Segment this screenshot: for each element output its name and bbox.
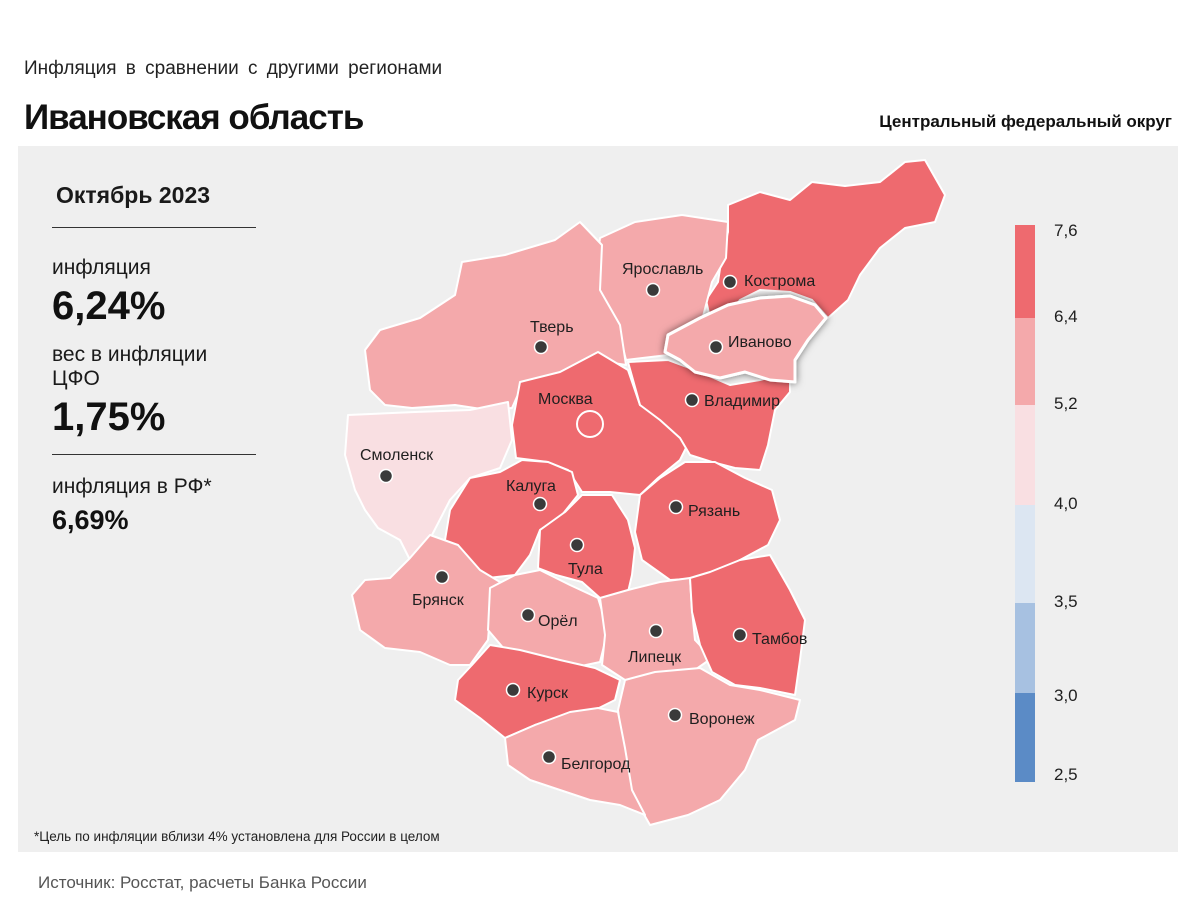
district-name: Центральный федеральный округ [879,112,1172,131]
inflation-label: инфляция [52,256,151,279]
city-label-moscow: Москва [538,391,593,408]
legend-swatch-0 [1015,225,1035,318]
city-label-bryansk: Брянск [412,592,465,609]
legend-swatch-2 [1015,405,1035,505]
city-marker-yaroslavl [645,282,661,298]
city-marker-orel [520,607,536,623]
region-vladimir [627,359,791,471]
weight-value: 1,75% [52,395,166,439]
chart-subtitle: Инфляция в сравнении с другими регионами [24,58,443,79]
period-label: Октябрь 2023 [52,182,256,228]
city-label-tula: Тула [568,561,603,578]
region-bryansk [351,534,506,666]
city-marker-ivanovo [708,339,724,355]
city-marker-bryansk [434,569,450,585]
rf-inflation-label: инфляция в РФ* [52,475,212,498]
city-label-kostroma: Кострома [744,273,815,290]
legend-swatch-3 [1015,505,1035,603]
footnote: *Цель по инфляции вблизи 4% установлена … [34,829,440,844]
city-label-yaroslavl: Ярославль [622,261,703,278]
city-marker-kostroma [722,274,738,290]
region-ivanovo [663,294,828,384]
city-marker-lipetsk [648,623,664,639]
city-marker-ryazan [668,499,684,515]
city-marker-tver [533,339,549,355]
city-marker-tula [569,537,585,553]
stats-panel: Октябрь 2023 инфляция 6,24% вес в инфляц… [52,182,256,536]
legend-swatch-1 [1015,318,1035,405]
legend-tick-label: 5,2 [1054,394,1078,413]
region-title: Ивановская область [24,98,364,137]
region-kostroma [705,159,946,319]
city-marker-voronezh [667,707,683,723]
legend-tick-label: 4,0 [1054,494,1078,513]
weight-label: вес в инфляции ЦФО [52,343,208,390]
legend-tick-label: 6,4 [1054,307,1078,326]
inflation-value: 6,24% [52,284,166,328]
city-marker-kaluga [532,496,548,512]
rf-inflation-value: 6,69% [52,505,129,535]
city-label-smolensk: Смоленск [360,447,434,464]
legend-tick-label: 3,0 [1054,686,1078,705]
source-note: Источник: Росстат, расчеты Банка России [38,873,367,892]
city-label-lipetsk: Липецк [628,649,682,666]
region-smolensk [344,401,513,561]
legend-tick-label: 7,6 [1054,221,1078,240]
city-label-kaluga: Калуга [506,478,556,495]
city-marker-tambov [732,627,748,643]
city-label-belgorod: Белгород [561,756,631,773]
city-label-tver: Тверь [530,319,574,336]
city-marker-kursk [505,682,521,698]
city-label-kursk: Курск [527,685,569,702]
legend-swatch-5 [1015,693,1035,782]
region-tambov [689,554,806,696]
city-marker-belgorod [541,749,557,765]
city-label-ryazan: Рязань [688,503,740,520]
city-marker-moscow [576,410,604,438]
city-label-vladimir: Владимир [704,393,780,410]
legend-tick-label: 2,5 [1054,765,1078,784]
region-tula [537,494,636,606]
region-ryazan [634,461,781,581]
city-label-orel: Орёл [538,613,578,630]
city-label-ivanovo: Иваново [728,334,792,351]
region-belgorod [504,707,646,816]
city-label-voronezh: Воронеж [689,711,755,728]
legend-tick-label: 3,5 [1054,592,1078,611]
legend-swatch-4 [1015,603,1035,693]
city-label-tambov: Тамбов [752,631,807,648]
stats-divider [52,454,256,455]
city-marker-smolensk [378,468,394,484]
city-marker-vladimir [684,392,700,408]
